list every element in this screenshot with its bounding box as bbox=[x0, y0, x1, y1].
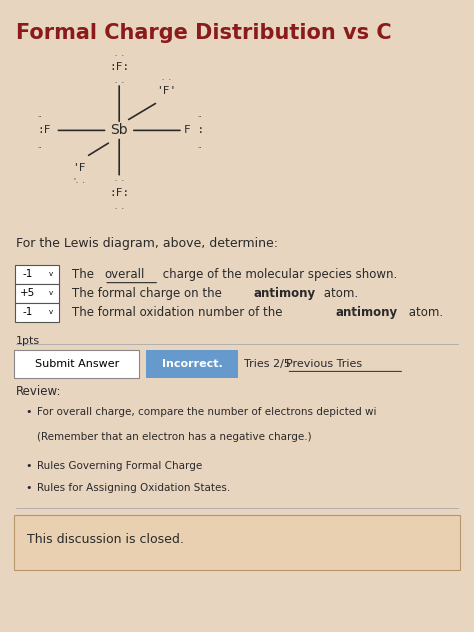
Text: For overall charge, compare the number of electrons depicted wi: For overall charge, compare the number o… bbox=[36, 407, 376, 417]
Text: Rules Governing Formal Charge: Rules Governing Formal Charge bbox=[36, 461, 202, 471]
Text: .  .: . . bbox=[115, 204, 124, 210]
FancyBboxPatch shape bbox=[15, 265, 59, 284]
Text: -1: -1 bbox=[22, 307, 33, 317]
Text: atom.: atom. bbox=[320, 287, 358, 300]
Text: Incorrect.: Incorrect. bbox=[162, 359, 223, 369]
Text: :F:: :F: bbox=[109, 188, 129, 198]
Text: Rules for Assigning Oxidation States.: Rules for Assigning Oxidation States. bbox=[36, 483, 230, 493]
Text: v: v bbox=[49, 290, 53, 296]
FancyBboxPatch shape bbox=[14, 515, 460, 570]
Text: .  .: . . bbox=[115, 78, 124, 84]
Text: charge of the molecular species shown.: charge of the molecular species shown. bbox=[159, 268, 398, 281]
Text: atom.: atom. bbox=[405, 306, 443, 319]
FancyBboxPatch shape bbox=[15, 284, 59, 303]
Text: ..: .. bbox=[197, 112, 201, 118]
Text: Submit Answer: Submit Answer bbox=[35, 359, 119, 369]
Text: +5: +5 bbox=[20, 288, 35, 298]
Text: For the Lewis diagram, above, determine:: For the Lewis diagram, above, determine: bbox=[16, 238, 277, 250]
Text: .  .: . . bbox=[115, 176, 124, 183]
Text: :F:: :F: bbox=[109, 63, 129, 73]
Text: The formal charge on the: The formal charge on the bbox=[72, 287, 226, 300]
Text: The formal oxidation number of the: The formal oxidation number of the bbox=[72, 306, 286, 319]
Text: antimony: antimony bbox=[253, 287, 315, 300]
FancyBboxPatch shape bbox=[14, 350, 139, 378]
Text: -1: -1 bbox=[22, 269, 33, 279]
Text: •: • bbox=[25, 407, 31, 417]
Text: This discussion is closed.: This discussion is closed. bbox=[27, 533, 184, 546]
Text: .  .: . . bbox=[162, 75, 171, 81]
Text: •: • bbox=[25, 461, 31, 471]
FancyBboxPatch shape bbox=[146, 350, 238, 378]
Text: :F: :F bbox=[37, 125, 51, 135]
Text: 1pts: 1pts bbox=[16, 336, 40, 346]
Text: antimony: antimony bbox=[336, 306, 398, 319]
Text: 'F: 'F bbox=[73, 163, 86, 173]
Text: Review:: Review: bbox=[16, 386, 61, 398]
FancyBboxPatch shape bbox=[15, 303, 59, 322]
Text: The: The bbox=[72, 268, 98, 281]
Text: Formal Charge Distribution vs C: Formal Charge Distribution vs C bbox=[16, 23, 391, 44]
Text: v: v bbox=[49, 309, 53, 315]
Text: 'F': 'F' bbox=[156, 86, 176, 95]
Text: ..: .. bbox=[37, 112, 41, 118]
Text: .  .: . . bbox=[115, 51, 124, 57]
Text: Sb: Sb bbox=[110, 123, 128, 137]
Text: Previous Tries: Previous Tries bbox=[286, 359, 363, 369]
Text: v: v bbox=[49, 272, 53, 277]
Text: F :: F : bbox=[184, 125, 205, 135]
Text: •: • bbox=[25, 483, 31, 493]
Text: '.  .: '. . bbox=[73, 178, 84, 184]
Text: Tries 2/5: Tries 2/5 bbox=[244, 359, 291, 369]
Text: (Remember that an electron has a negative charge.): (Remember that an electron has a negativ… bbox=[36, 432, 311, 442]
Text: ..: .. bbox=[37, 143, 41, 149]
Text: ..: .. bbox=[197, 143, 201, 149]
Text: overall: overall bbox=[104, 268, 145, 281]
